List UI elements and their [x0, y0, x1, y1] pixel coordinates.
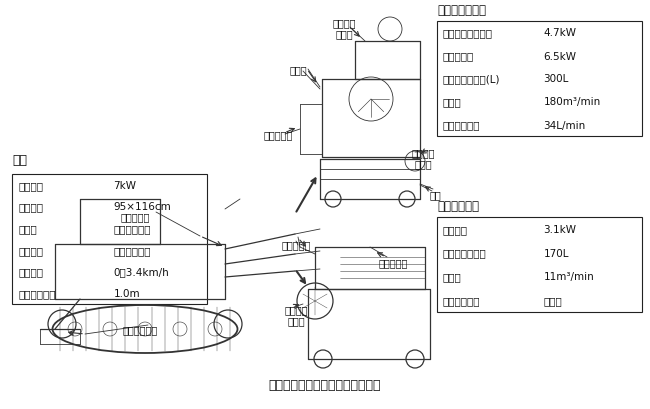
Text: 信地・超信地: 信地・超信地	[113, 245, 151, 255]
Text: エンジン: エンジン	[443, 224, 468, 234]
Text: 180m³/min: 180m³/min	[543, 97, 601, 107]
Text: 薬液タンク容量(L): 薬液タンク容量(L)	[443, 74, 500, 84]
Text: 1.0m: 1.0m	[113, 288, 140, 299]
Bar	[437, 218, 642, 312]
Text: エンジン: エンジン	[18, 180, 43, 190]
Text: 台車: 台車	[12, 154, 27, 166]
Text: 走行部: 走行部	[18, 224, 37, 234]
Text: 送風機: 送風機	[443, 97, 461, 107]
Text: 肥料散布装置: 肥料散布装置	[437, 200, 479, 213]
Text: オーガ: オーガ	[543, 295, 562, 306]
Text: 最小旋回半径: 最小旋回半径	[18, 288, 55, 299]
Text: 図１　歩行形汎用作業車の概略図: 図１ 歩行形汎用作業車の概略図	[268, 378, 382, 391]
Text: 操作レバー: 操作レバー	[281, 239, 311, 249]
Text: エンジン
送風機: エンジン 送風機	[284, 304, 307, 326]
Text: 肥料ホッパ: 肥料ホッパ	[378, 257, 408, 267]
Text: 昇降レバー: 昇降レバー	[120, 211, 150, 221]
Text: 荷台寸法: 荷台寸法	[18, 202, 43, 212]
Text: エンジン
ポンプ: エンジン ポンプ	[411, 148, 435, 169]
Text: 薬液タンク: 薬液タンク	[263, 130, 292, 139]
Text: 架台: 架台	[430, 189, 442, 200]
Text: アウトリガー: アウトリガー	[122, 324, 158, 334]
Text: エンジン送風機用: エンジン送風機用	[443, 29, 493, 38]
Text: 300L: 300L	[543, 74, 569, 84]
Text: 走行速度: 走行速度	[18, 267, 43, 277]
Text: 操作板: 操作板	[289, 65, 307, 75]
Bar	[437, 22, 642, 137]
Text: 11m³/min: 11m³/min	[543, 272, 594, 282]
Text: ポンプ用: ポンプ用	[443, 52, 474, 61]
Text: ゴムクローラ: ゴムクローラ	[113, 224, 151, 234]
Text: 送風機: 送風機	[443, 272, 461, 282]
Text: 風筒式防除装置: 風筒式防除装置	[437, 4, 486, 17]
Text: 95×116cm: 95×116cm	[113, 202, 171, 212]
Bar	[12, 175, 207, 304]
Text: 0〜3.4km/h: 0〜3.4km/h	[113, 267, 169, 277]
Text: 34L/min: 34L/min	[543, 120, 586, 130]
Text: 旋回方式: 旋回方式	[18, 245, 43, 255]
Text: 繰り出し装置: 繰り出し装置	[443, 295, 480, 306]
Text: エンジン
送風機: エンジン 送風機	[332, 18, 356, 40]
Text: 3.1kW: 3.1kW	[543, 224, 577, 234]
Text: 噴霧用ポンプ: 噴霧用ポンプ	[443, 120, 480, 130]
Text: 6.5kW: 6.5kW	[543, 52, 577, 61]
Text: 肥料ホッパ容量: 肥料ホッパ容量	[443, 248, 487, 258]
Text: 7kW: 7kW	[113, 180, 136, 190]
Text: 170L: 170L	[543, 248, 569, 258]
Text: 4.7kW: 4.7kW	[543, 29, 577, 38]
